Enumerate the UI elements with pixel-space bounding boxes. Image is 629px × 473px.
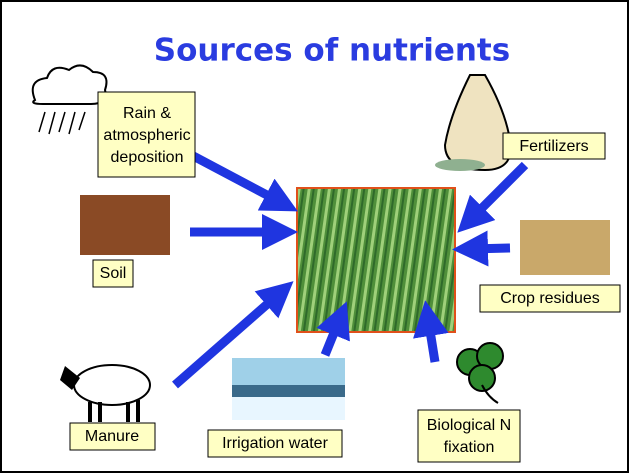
clover-icon: [456, 342, 504, 404]
label-text: Crop residues: [500, 290, 600, 307]
label-text: fixation: [444, 439, 495, 456]
label-fertilizers: Fertilizers: [502, 132, 606, 160]
arrow: [179, 146, 298, 212]
residue-image: [520, 220, 610, 275]
cloud-icon: [31, 64, 108, 135]
arrow: [316, 301, 350, 357]
label-text: Fertilizers: [519, 138, 588, 155]
fertilizer-icon: [435, 74, 512, 172]
label-text: Soil: [100, 265, 127, 282]
label-text: Biological N: [427, 417, 511, 434]
label-irrigation: Irrigation water: [207, 429, 343, 458]
arrow: [172, 281, 294, 389]
irrigation-image: [232, 358, 345, 420]
label-text: deposition: [111, 149, 184, 166]
label-biological: Biological N fixation: [417, 409, 521, 463]
arrow: [452, 230, 511, 267]
cow-icon: [60, 364, 151, 422]
label-text: Irrigation water: [222, 435, 328, 452]
label-text: atmospheric: [103, 127, 190, 144]
arrow: [457, 161, 529, 233]
arrow: [413, 300, 449, 363]
label-text: Rain &: [123, 105, 171, 122]
label-text: Manure: [85, 428, 139, 445]
title: Sources of nutrients: [154, 33, 510, 69]
crop-image: [296, 187, 456, 333]
soil-image: [80, 195, 170, 255]
label-soil: Soil: [92, 259, 134, 288]
label-crop-residues: Crop residues: [479, 284, 621, 313]
label-rain: Rain & atmospheric deposition: [97, 91, 196, 178]
label-manure: Manure: [69, 422, 156, 451]
